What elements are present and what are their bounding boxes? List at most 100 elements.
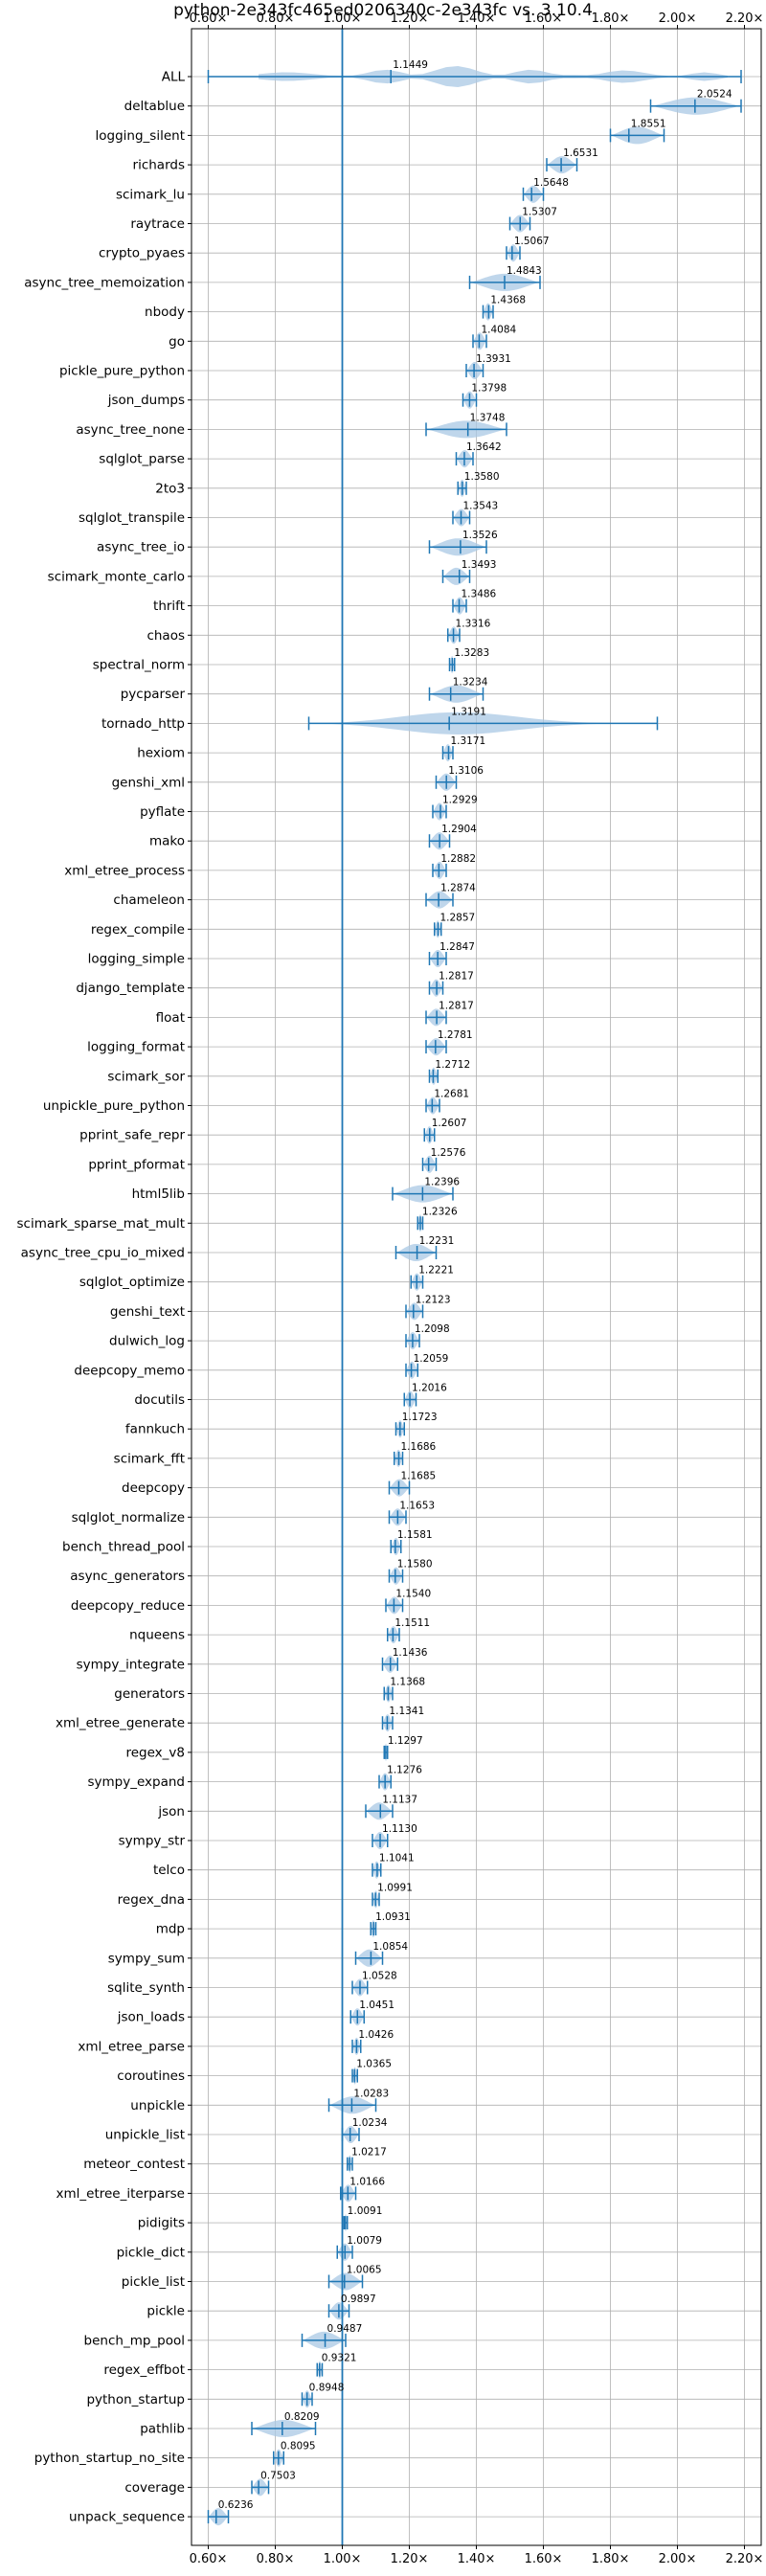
- value-label: 1.5067: [514, 236, 550, 247]
- benchmark-label: dulwich_log: [109, 1334, 185, 1349]
- value-label: 1.1580: [397, 1559, 433, 1570]
- benchmark-label: deepcopy_reduce: [71, 1598, 185, 1614]
- benchmark-label: float: [156, 1010, 185, 1026]
- value-label: 1.0283: [353, 2088, 389, 2099]
- value-label: 1.2396: [424, 1177, 460, 1188]
- value-label: 1.2874: [440, 883, 476, 894]
- benchmark-label: unpickle: [130, 2098, 185, 2113]
- benchmark-label: chaos: [146, 628, 185, 644]
- value-label: 1.8551: [631, 118, 666, 129]
- value-label: 1.1581: [397, 1529, 433, 1541]
- value-label: 1.1653: [399, 1500, 435, 1511]
- x-tick-label-bottom: 0.60×: [190, 2552, 228, 2566]
- benchmark-label: scimark_sor: [107, 1069, 185, 1084]
- benchmark-label: sympy_integrate: [77, 1657, 185, 1672]
- benchmark-label: async_tree_io: [97, 540, 185, 555]
- x-tick-label-top: 2.20×: [726, 11, 764, 26]
- benchmark-label: genshi_xml: [112, 775, 185, 790]
- benchmark-label: async_tree_cpu_io_mixed: [21, 1246, 185, 1261]
- value-label: 1.2098: [415, 1323, 450, 1335]
- value-label: 1.1686: [401, 1441, 437, 1453]
- value-label: 0.8209: [284, 2411, 320, 2423]
- value-label: 0.8095: [281, 2441, 316, 2452]
- x-tick-label-bottom: 1.00×: [324, 2552, 362, 2566]
- benchmark-label: async_tree_memoization: [24, 275, 185, 290]
- benchmark-label: regex_dna: [118, 1892, 185, 1908]
- benchmark-label: sqlglot_transpile: [79, 510, 185, 526]
- value-label: 1.2857: [439, 912, 475, 923]
- value-label: 1.0854: [372, 1941, 408, 1953]
- value-label: 1.2607: [432, 1118, 467, 1129]
- benchmark-label: scimark_monte_carlo: [48, 569, 185, 584]
- x-tick-label-top: 1.80×: [592, 11, 630, 26]
- benchmark-label: hexiom: [137, 746, 185, 761]
- benchmark-label: docutils: [134, 1392, 185, 1408]
- benchmark-label: nbody: [145, 305, 185, 320]
- value-label: 1.5307: [522, 207, 557, 218]
- benchmark-label: richards: [133, 158, 185, 173]
- x-tick-label-top: 1.40×: [458, 11, 496, 26]
- x-tick-label-bottom: 2.00×: [659, 2552, 697, 2566]
- benchmark-label: python_startup_no_site: [34, 2451, 185, 2466]
- benchmark-label: unpickle_pure_python: [43, 1098, 185, 1114]
- x-tick-label-top: 1.20×: [391, 11, 429, 26]
- value-label: 1.2576: [431, 1147, 466, 1159]
- benchmark-label: pprint_pformat: [88, 1157, 185, 1172]
- benchmark-label: sympy_str: [119, 1834, 186, 1849]
- benchmark-label: generators: [114, 1686, 185, 1702]
- value-label: 1.4084: [481, 324, 516, 335]
- value-label: 1.3748: [470, 412, 506, 423]
- benchmark-label: coverage: [124, 2480, 185, 2496]
- benchmark-label: 2to3: [155, 481, 185, 496]
- benchmark-label: scimark_sparse_mat_mult: [17, 1216, 185, 1232]
- x-tick-label-bottom: 0.80×: [257, 2552, 295, 2566]
- value-label: 1.0991: [377, 1882, 413, 1893]
- grid-layer: [188, 25, 761, 2549]
- chart-title: python-2e343fc465ed0206340c-2e343fc vs. …: [173, 1, 593, 20]
- value-label: 1.3493: [462, 559, 497, 571]
- value-label: 1.4843: [507, 265, 542, 277]
- value-label: 1.1685: [400, 1471, 436, 1482]
- benchmark-label: mako: [149, 834, 185, 849]
- value-label: 1.1368: [390, 1677, 425, 1688]
- value-label: 1.3486: [462, 589, 497, 600]
- value-label: 1.1130: [382, 1823, 417, 1835]
- value-label: 1.2016: [412, 1383, 447, 1394]
- value-label: 1.2712: [435, 1059, 470, 1071]
- benchmark-label: logging_format: [87, 1040, 185, 1055]
- value-label: 0.7503: [260, 2470, 296, 2481]
- benchmark-label: regex_v8: [125, 1745, 185, 1760]
- value-label: 1.2817: [439, 971, 474, 983]
- value-label: 2.0524: [697, 89, 732, 101]
- benchmark-label: xml_etree_parse: [78, 2039, 185, 2054]
- x-tick-label-bottom: 1.20×: [391, 2552, 429, 2566]
- x-tick-label-top: 0.80×: [257, 11, 295, 26]
- value-label: 1.4368: [490, 295, 526, 306]
- x-tick-label-bottom: 1.80×: [592, 2552, 630, 2566]
- benchmark-label: fannkuch: [125, 1422, 185, 1437]
- benchmark-label: xml_etree_generate: [56, 1716, 185, 1731]
- benchmark-label: regex_effbot: [103, 2362, 185, 2378]
- benchmark-label: pprint_safe_repr: [79, 1128, 185, 1143]
- value-label: 1.1436: [393, 1647, 428, 1659]
- benchmark-label: bench_mp_pool: [84, 2333, 185, 2348]
- value-label: 1.1449: [393, 59, 428, 71]
- benchmark-label: pyflate: [140, 804, 185, 820]
- benchmark-label: chameleon: [113, 893, 185, 908]
- value-label: 1.1137: [382, 1794, 417, 1805]
- value-label: 1.2681: [434, 1089, 469, 1100]
- benchmark-label: pidigits: [138, 2216, 185, 2231]
- value-label: 1.1276: [387, 1765, 422, 1776]
- value-label: 1.3171: [450, 735, 485, 747]
- benchmark-label: ALL: [162, 70, 186, 85]
- benchmark-label: django_template: [76, 981, 185, 996]
- benchmark-label: logging_silent: [96, 128, 185, 144]
- benchmark-label: deepcopy_memo: [74, 1363, 185, 1378]
- benchmark-label: thrift: [153, 599, 185, 614]
- value-label: 1.2781: [438, 1029, 473, 1041]
- value-label: 1.0528: [362, 1971, 397, 1982]
- benchmark-label: crypto_pyaes: [99, 246, 185, 261]
- benchmark-label: pycparser: [121, 687, 186, 702]
- value-label: 1.3106: [448, 765, 484, 777]
